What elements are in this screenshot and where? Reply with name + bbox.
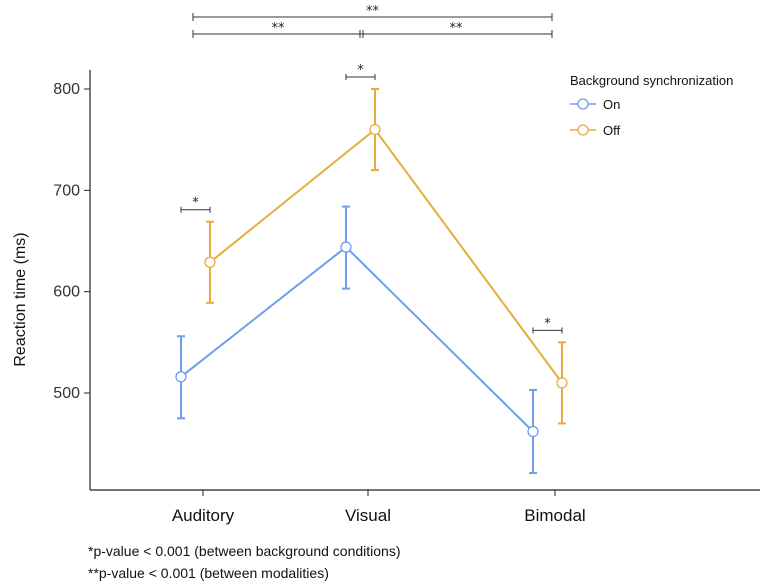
axes: 500 600 700 800 Auditory Visual Bimodal Reactio… [12,70,760,525]
modality-significance-label: ** [272,21,286,36]
data-point-off [369,123,381,136]
legend-swatch-point [577,124,589,136]
significance-brackets: ******* ** [180,4,563,334]
condition-significance-label: * [357,63,364,78]
y-axis-title: Reaction time (ms) [12,232,29,366]
y-tick-label: 700 [53,182,80,199]
x-tick-label: Auditory [172,506,235,525]
x-tick-label: Visual [345,506,391,525]
series-line-on [180,245,534,433]
condition-significance-label: * [544,316,551,331]
legend-swatch-point [577,98,589,110]
legend-label-off: Off [603,123,620,138]
footnote-between-modalities: **p-value < 0.001 (between modalities) [88,565,329,581]
legend-label-on: On [603,97,620,112]
data-point-on [527,425,539,438]
series-line-off [209,128,563,384]
x-tick-label: Bimodal [524,506,585,525]
y-tick-label: 500 [53,385,80,402]
y-tick-label: 800 [53,81,80,98]
data-point-on [175,371,187,383]
modality-significance-label: ** [366,4,380,19]
series-layer [175,88,568,475]
legend-title: Background synchronization [570,73,733,88]
condition-significance-label: * [192,196,199,211]
y-tick-label: 600 [53,284,80,301]
data-point-on [340,241,352,253]
footnote-between-conditions: *p-value < 0.001 (between background con… [88,543,401,559]
data-point-off [204,256,216,268]
modality-significance-label: ** [450,21,464,36]
legend: Background synchronization On Off [570,73,733,138]
data-point-off [556,377,568,389]
